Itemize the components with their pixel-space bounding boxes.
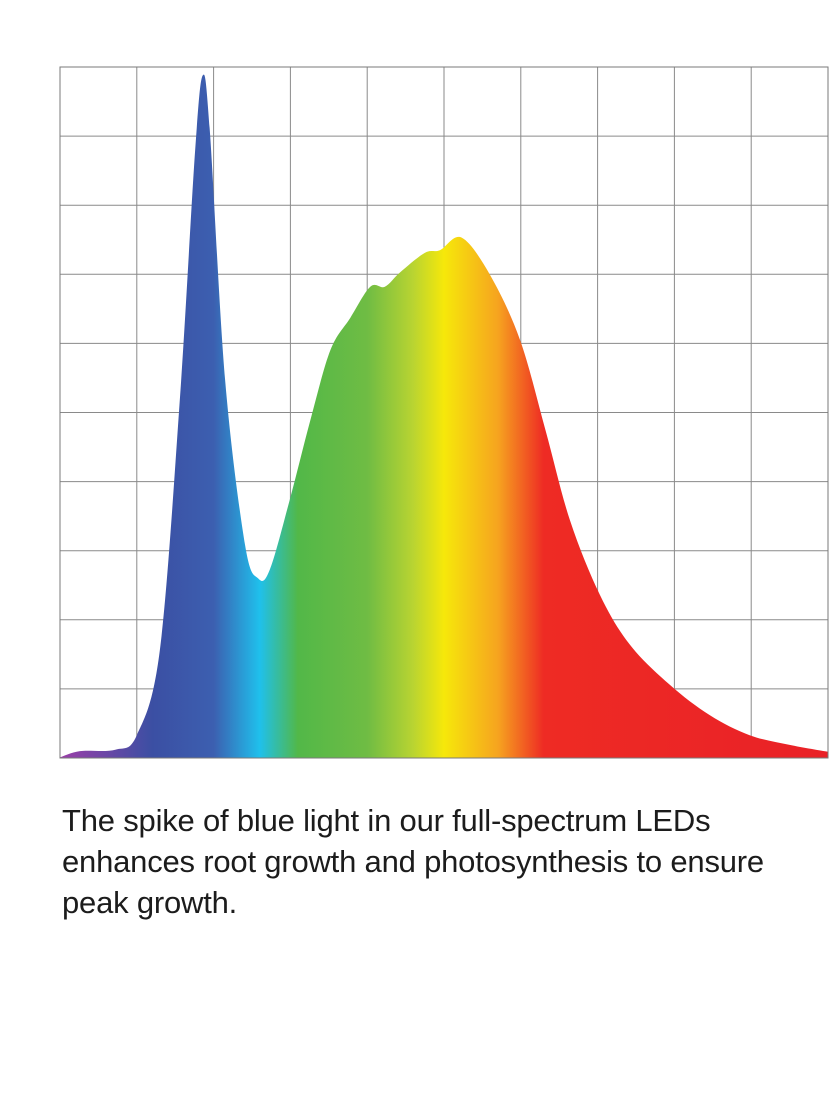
- plot-frame: [59, 66, 829, 759]
- spectrum-chart: [59, 66, 829, 759]
- spectrum-area: [60, 74, 828, 759]
- chart-caption: The spike of blue light in our full-spec…: [62, 803, 764, 920]
